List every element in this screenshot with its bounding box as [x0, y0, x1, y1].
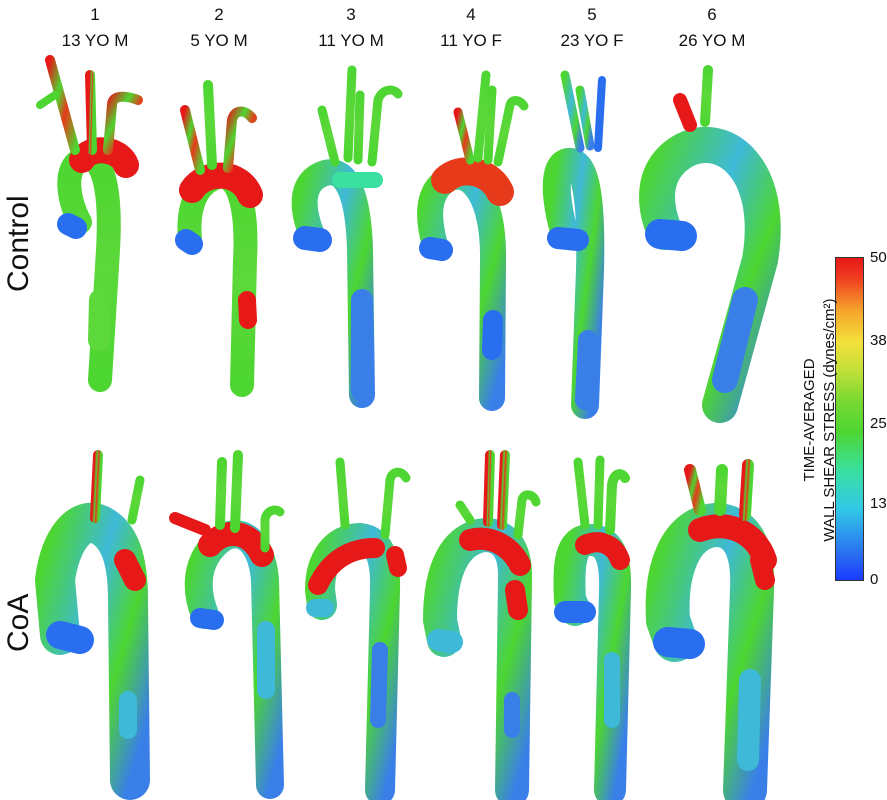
column-header-2: 2 5 YO M [159, 2, 279, 54]
column-subject: 11 YO M [318, 31, 384, 50]
colorbar-gradient [835, 257, 864, 581]
coa-aorta-1 [34, 445, 150, 800]
column-header-4: 4 11 YO F [411, 2, 531, 54]
control-aorta-3 [291, 65, 403, 408]
column-subject: 5 YO M [190, 31, 248, 50]
column-header-6: 6 26 YO M [652, 2, 772, 54]
coa-aorta-5 [553, 455, 632, 800]
control-aorta-2 [175, 80, 263, 397]
column-header-1: 1 13 YO M [35, 2, 155, 54]
colorbar-title: TIME-AVERAGED WALL SHEAR STRESS (dynes/c… [800, 250, 840, 590]
colorbar-tick-38: 38 [870, 332, 887, 349]
colorbar-tick-25: 25 [870, 415, 887, 432]
control-aorta-1 [36, 55, 143, 392]
colorbar-tick-0: 0 [870, 571, 879, 588]
coa-aorta-6 [645, 459, 777, 800]
control-aorta-4 [417, 70, 529, 411]
column-number: 6 [707, 5, 717, 24]
column-number: 4 [466, 5, 476, 24]
colorbar-tick-13: 13 [870, 495, 887, 512]
column-subject: 23 YO F [560, 31, 624, 50]
column-number: 1 [90, 5, 100, 24]
column-subject: 13 YO M [61, 31, 129, 50]
column-subject: 26 YO M [678, 31, 746, 50]
control-aorta-6 [639, 55, 781, 423]
colorbar-tick-50: 50 [870, 249, 887, 266]
coa-aorta-3 [304, 450, 411, 800]
colorbar-title-line1: TIME-AVERAGED [801, 358, 818, 482]
column-number: 2 [214, 5, 224, 24]
column-subject: 11 YO F [440, 31, 502, 50]
column-number: 5 [587, 5, 597, 24]
column-header-5: 5 23 YO F [532, 2, 652, 54]
control-aorta-5 [542, 70, 606, 419]
coa-aorta-2 [169, 450, 285, 799]
colorbar-title-line2: WALL SHEAR STRESS (dynes/cm²) [821, 298, 838, 542]
coa-aorta-4 [422, 450, 541, 800]
column-header-3: 3 11 YO M [291, 2, 411, 54]
column-number: 3 [346, 5, 356, 24]
